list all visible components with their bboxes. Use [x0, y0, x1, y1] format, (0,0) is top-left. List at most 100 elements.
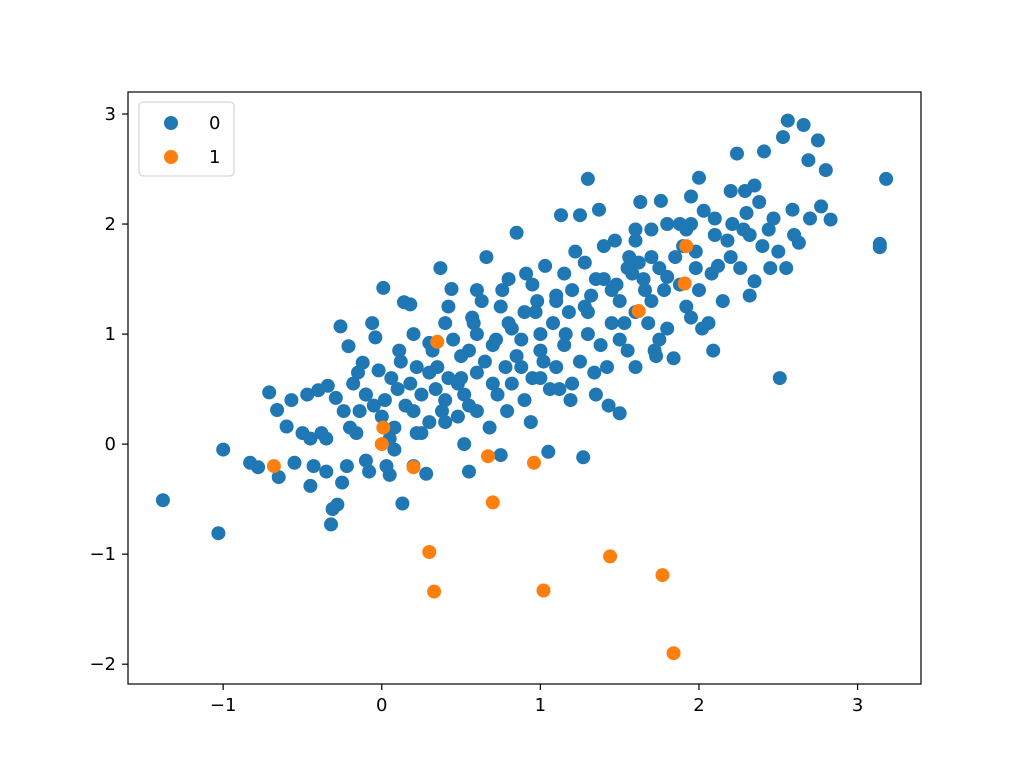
- point-series-0: [538, 258, 553, 273]
- point-series-0: [761, 222, 776, 237]
- point-series-0: [772, 371, 787, 386]
- point-series-0: [433, 261, 448, 276]
- point-series-0: [477, 354, 492, 369]
- point-series-0: [435, 404, 449, 419]
- point-series-0: [779, 261, 794, 276]
- point-series-0: [684, 189, 698, 204]
- point-series-0: [587, 365, 602, 380]
- point-series-0: [438, 316, 453, 331]
- point-series-0: [653, 193, 668, 208]
- plot-area: [128, 92, 921, 684]
- point-series-0: [466, 316, 481, 331]
- point-series-0: [498, 360, 513, 375]
- series-1: [266, 239, 694, 661]
- point-series-0: [568, 244, 583, 259]
- point-series-0: [528, 305, 543, 320]
- point-series-0: [509, 225, 524, 240]
- point-series-0: [628, 222, 643, 237]
- point-series-0: [366, 398, 381, 413]
- point-series-0: [552, 382, 567, 397]
- point-series-0: [755, 239, 770, 254]
- point-series-1: [374, 437, 389, 452]
- point-series-0: [801, 153, 816, 168]
- point-series-0: [679, 299, 694, 314]
- point-series-0: [554, 208, 568, 223]
- point-series-0: [558, 327, 573, 342]
- point-series-0: [814, 199, 829, 214]
- point-series-0: [320, 378, 335, 393]
- series-0: [155, 113, 894, 541]
- point-series-0: [679, 222, 694, 237]
- point-series-0: [617, 316, 632, 331]
- point-series-0: [306, 459, 321, 474]
- point-series-0: [251, 460, 266, 475]
- points-layer: [155, 113, 894, 661]
- legend-marker-1: [164, 150, 178, 164]
- point-series-0: [393, 354, 408, 369]
- point-series-1: [603, 549, 618, 564]
- point-series-0: [757, 144, 771, 159]
- point-series-0: [612, 294, 627, 309]
- point-series-0: [384, 371, 399, 386]
- point-series-0: [371, 363, 386, 378]
- point-series-0: [501, 272, 516, 287]
- point-series-0: [660, 217, 675, 231]
- point-series-0: [541, 444, 556, 459]
- point-series-0: [395, 496, 410, 511]
- point-series-0: [733, 261, 748, 276]
- point-series-0: [695, 321, 710, 336]
- point-series-0: [519, 266, 534, 281]
- point-series-0: [517, 393, 532, 408]
- y-tick-label: 2: [105, 214, 116, 235]
- point-series-0: [533, 371, 548, 386]
- point-series-0: [382, 467, 397, 482]
- point-series-0: [365, 316, 380, 331]
- point-series-0: [557, 266, 572, 281]
- point-series-0: [787, 228, 802, 242]
- point-series-0: [346, 376, 361, 391]
- point-series-0: [324, 517, 338, 532]
- y-tick-label: 1: [105, 324, 116, 345]
- point-series-0: [706, 343, 721, 358]
- point-series-0: [628, 233, 643, 248]
- point-series-0: [823, 212, 838, 227]
- point-series-0: [565, 376, 580, 391]
- point-series-0: [351, 365, 365, 380]
- point-series-0: [403, 297, 418, 312]
- point-series-0: [652, 332, 667, 347]
- point-series-0: [736, 222, 751, 237]
- point-series-0: [641, 316, 656, 331]
- x-tick-label: 2: [693, 695, 704, 716]
- point-series-1: [430, 334, 445, 349]
- point-series-0: [493, 448, 508, 463]
- point-series-0: [352, 404, 367, 419]
- point-series-0: [647, 343, 662, 358]
- point-series-0: [514, 360, 529, 375]
- point-series-0: [469, 283, 484, 298]
- point-series-0: [725, 217, 740, 231]
- point-series-0: [573, 354, 587, 369]
- point-series-0: [666, 351, 681, 366]
- point-series-0: [300, 387, 315, 402]
- point-series-0: [644, 294, 659, 309]
- point-series-0: [620, 343, 635, 358]
- point-series-1: [666, 646, 681, 661]
- point-series-0: [565, 283, 580, 298]
- point-series-0: [525, 277, 540, 292]
- point-series-0: [270, 403, 285, 417]
- point-series-0: [707, 228, 722, 242]
- point-series-0: [776, 130, 790, 145]
- legend-label-1: 1: [209, 147, 220, 168]
- point-series-0: [469, 404, 484, 419]
- point-series-0: [638, 283, 652, 298]
- point-series-0: [446, 332, 461, 347]
- point-series-0: [600, 360, 614, 375]
- point-series-0: [303, 431, 318, 446]
- point-series-0: [577, 255, 592, 270]
- point-series-0: [495, 283, 510, 298]
- point-series-0: [284, 393, 299, 408]
- point-series-0: [604, 316, 619, 331]
- point-series-0: [549, 360, 564, 375]
- point-series-0: [580, 327, 595, 342]
- point-series-0: [688, 261, 703, 276]
